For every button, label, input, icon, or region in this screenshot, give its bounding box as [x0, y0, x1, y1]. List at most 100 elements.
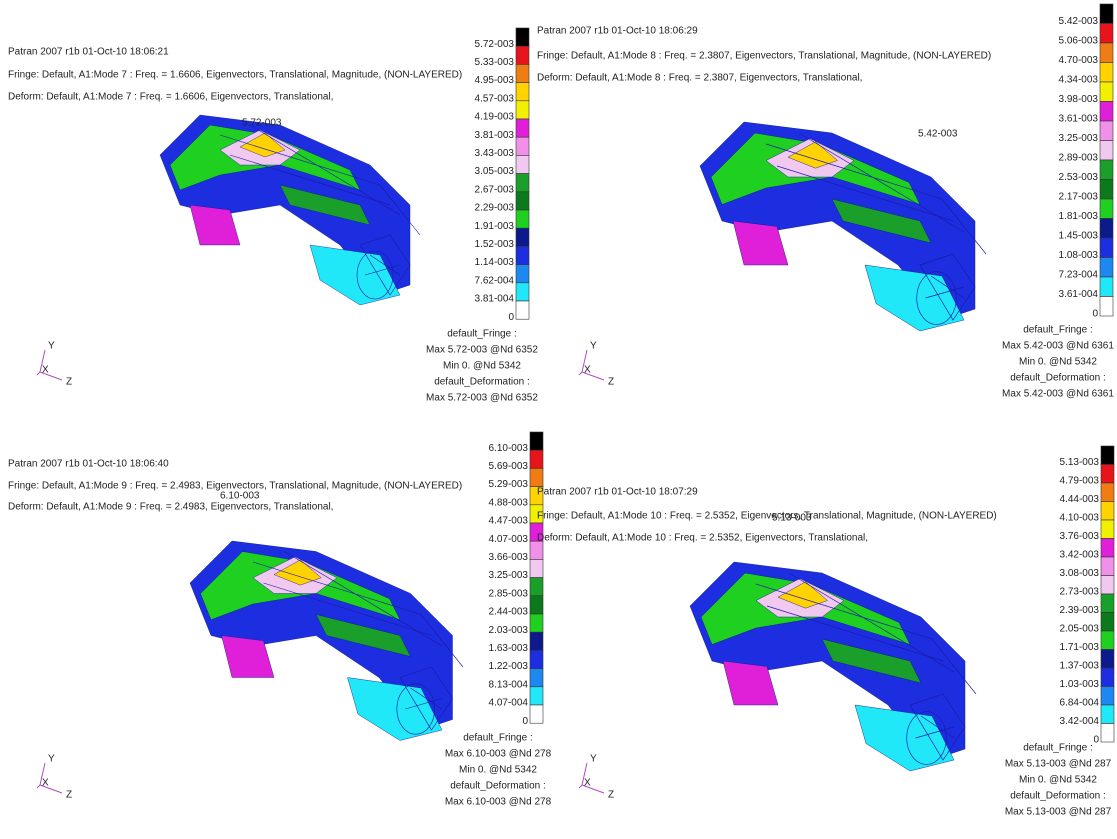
footer-line: Min 0. @Nd 5342	[459, 765, 537, 776]
legend-label: 4.34-003	[1059, 75, 1099, 86]
footer-line: default_Fringe :	[463, 733, 533, 744]
legend-label: 2.44-003	[489, 607, 529, 618]
legend-swatch	[516, 192, 529, 210]
result-panel: 5.72-003Patran 2007 r1b 01-Oct-10 18:06:…	[8, 28, 538, 404]
footer-line: default_Deformation :	[450, 781, 546, 792]
legend-swatch	[1101, 557, 1114, 576]
legend-label: 0	[1093, 735, 1099, 746]
page: {"spectrum_colors": ["#000000", "#e8141c…	[0, 0, 1117, 839]
footer-line: Max 5.42-003 @Nd 6361	[1002, 341, 1114, 352]
legend-swatch	[530, 705, 543, 723]
legend-label: 1.45-003	[1059, 231, 1099, 242]
legend-label: 2.03-003	[489, 625, 529, 636]
legend-label: 3.61-003	[1059, 114, 1099, 125]
legend-label: 4.07-003	[489, 534, 529, 545]
legend-label: 2.39-003	[1060, 605, 1100, 616]
legend-swatch	[516, 28, 529, 46]
legend-swatch	[1101, 576, 1114, 595]
legend-label: 4.07-004	[489, 698, 529, 709]
legend-label: 5.72-003	[475, 39, 515, 50]
legend-label: 5.29-003	[489, 479, 529, 490]
legend-swatch	[1101, 446, 1114, 465]
legend-label: 1.14-003	[475, 257, 515, 268]
legend-label: 1.91-003	[475, 221, 515, 232]
legend-label: 3.05-003	[475, 166, 515, 177]
legend-label: 2.05-003	[1060, 624, 1100, 635]
legend-label: 4.47-003	[489, 516, 529, 527]
legend-label: 5.06-003	[1059, 36, 1099, 47]
legend-label: 4.44-003	[1060, 494, 1100, 505]
axis-label: X	[584, 778, 591, 789]
axis-label: X	[42, 365, 49, 376]
legend-swatch	[1101, 539, 1114, 558]
legend-label: 4.88-003	[489, 497, 529, 508]
legend-swatch	[516, 301, 529, 319]
fem-model	[690, 562, 976, 771]
legend-swatch	[1100, 180, 1113, 200]
legend-label: 0	[508, 312, 514, 323]
footer-line: Max 5.13-003 @Nd 287	[1005, 759, 1112, 770]
legend-label: 5.33-003	[475, 57, 515, 68]
footer-line: default_Fringe :	[447, 329, 517, 340]
legend-swatch	[1100, 258, 1113, 278]
legend-swatch	[516, 101, 529, 119]
legend-swatch	[1100, 277, 1113, 297]
legend-label: 1.03-003	[1060, 679, 1100, 690]
axis-label: Z	[608, 377, 614, 388]
footer-line: Min 0. @Nd 5342	[443, 361, 521, 372]
peak-label: 5.42-003	[918, 129, 958, 140]
legend-label: 2.67-003	[475, 184, 515, 195]
legend-label: 2.89-003	[1059, 153, 1099, 164]
legend-label: 6.84-004	[1060, 698, 1100, 709]
legend-swatch	[1100, 121, 1113, 141]
header-line: Deform: Default, A1:Mode 9 : Freq. = 2.4…	[8, 502, 333, 513]
legend-label: 6.10-003	[489, 443, 529, 454]
legend-swatch	[516, 137, 529, 155]
legend-label: 3.08-003	[1060, 568, 1100, 579]
legend-swatch	[1101, 705, 1114, 724]
legend-swatch	[530, 687, 543, 705]
legend-swatch	[516, 64, 529, 82]
legend-label: 2.17-003	[1059, 192, 1099, 203]
legend-swatch	[1100, 82, 1113, 102]
fem-model	[700, 122, 986, 331]
legend-label: 0	[1092, 309, 1098, 320]
legend-label: 3.98-003	[1059, 94, 1099, 105]
legend-label: 2.85-003	[489, 588, 529, 599]
footer-line: Max 6.10-003 @Nd 278	[445, 749, 552, 760]
footer-line: Max 6.10-003 @Nd 278	[445, 797, 552, 808]
axis-triad	[579, 763, 604, 793]
legend-label: 3.25-003	[489, 570, 529, 581]
legend-label: 3.76-003	[1060, 531, 1100, 542]
legend-label: 2.29-003	[475, 203, 515, 214]
fem-model	[190, 541, 463, 741]
legend-label: 0	[522, 716, 528, 727]
header-line: Deform: Default, A1:Mode 7 : Freq. = 1.6…	[8, 92, 333, 103]
legend-swatch	[530, 578, 543, 596]
axis-label: Y	[48, 341, 55, 352]
axis-triad	[37, 763, 62, 793]
legend-label: 4.19-003	[475, 112, 515, 123]
legend-swatch	[1101, 613, 1114, 632]
footer-line: default_Deformation :	[1010, 791, 1106, 802]
legend-swatch	[516, 210, 529, 228]
peak-label: 5.72-003	[242, 118, 282, 129]
legend-swatch	[530, 669, 543, 687]
axis-triad	[37, 350, 62, 380]
header-line: Deform: Default, A1:Mode 8 : Freq. = 2.3…	[537, 73, 862, 84]
header-line: Fringe: Default, A1:Mode 10 : Freq. = 2.…	[537, 511, 997, 522]
axis-label: X	[42, 778, 49, 789]
legend-label: 4.95-003	[475, 75, 515, 86]
legend-swatch	[1101, 594, 1114, 613]
axis-label: X	[584, 365, 591, 376]
legend-swatch	[516, 155, 529, 173]
legend-swatch	[1100, 43, 1113, 63]
axis-triad	[579, 350, 604, 380]
legend-label: 8.13-004	[489, 679, 529, 690]
footer-line: Min 0. @Nd 5342	[1019, 775, 1097, 786]
header-line: Fringe: Default, A1:Mode 8 : Freq. = 2.3…	[537, 51, 991, 62]
legend-label: 4.57-003	[475, 93, 515, 104]
legend-swatch	[1100, 102, 1113, 122]
